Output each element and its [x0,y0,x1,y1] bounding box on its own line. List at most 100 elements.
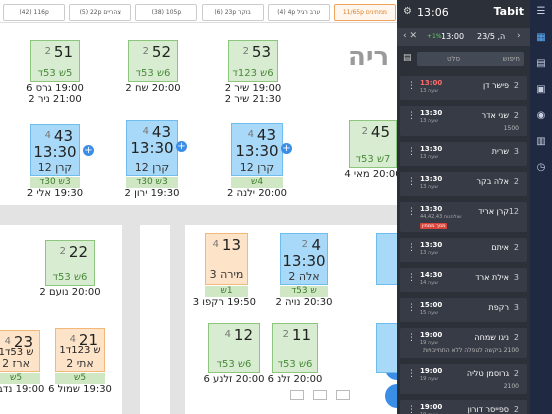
reservation[interactable]: ⋮ 14:30 שעה 14 אילת ארד 3 [400,268,527,292]
guest-name: מירה 3 [209,268,244,281]
area-tab[interactable]: (42) 116p [3,4,66,21]
nav-icon[interactable]: ▤ [536,58,546,69]
menu-icon[interactable]: ⋮ [407,147,416,157]
table[interactable]: 43 4 13:30 קרן 12 [231,123,283,176]
date[interactable]: ה, 23/5 [477,32,506,41]
nav-icon[interactable]: ▥ [536,136,546,147]
party-size: 2 [513,243,519,252]
reservation[interactable]: ⋮ 13:30 שעה 13 איתם 2 [400,238,527,262]
menu-icon[interactable]: ⋮ [407,243,416,253]
guest-name: קרן אריד [478,207,509,216]
table-status: 1ש [205,286,248,297]
table[interactable] [376,233,397,285]
nav-icon[interactable]: ▦ [536,32,546,43]
table-seats: 2 [142,46,149,57]
tool[interactable] [313,390,327,400]
reservation-time: 19:00 [420,367,443,375]
occupancy: +1% [427,33,442,40]
nav-icon[interactable]: ◷ [536,162,546,173]
table[interactable]: 12 4 6ש 53ד [208,323,260,373]
menu-icon[interactable]: ⋮ [407,273,416,283]
area-tab[interactable]: (6) 23p בוקר [201,4,264,21]
table[interactable]: 4 2 13:30 אלה 2 [280,233,328,285]
prev[interactable]: ‹ ✕ [403,31,418,41]
reservation[interactable]: ⋮ 19:00 שעה 19 ניגו שמחה 2 2100 ביקשה לטפלה ל… [400,328,527,358]
table[interactable]: 43 4 13:30 קרן 12 [126,120,178,176]
guest-name: אילת ארד [475,273,509,282]
reservation-time: 13:30 [420,145,443,153]
area-tab[interactable]: (4) 4p ערב רגיל [267,4,330,21]
menu-icon[interactable]: ⋮ [407,405,416,414]
table-time: 13:30 [130,139,174,157]
table[interactable]: 21 4 1ש 123ד אתי 2 [55,328,105,372]
menu-icon[interactable]: ⋮ [407,369,416,379]
reservation[interactable]: ⋮ 13:30 שעה 13 שרית 3 [400,142,527,166]
reservation-sub: שעה 19 [420,412,438,414]
table[interactable] [376,323,397,373]
party-size: 3 [513,273,519,282]
table[interactable]: 45 2 7ש 53ד [349,120,397,168]
reservation[interactable]: ⋮ 13:30 שעה 13 שני אדר 2 1500 [400,106,527,136]
table[interactable]: 22 2 6ש 53ד [45,240,95,286]
menu-icon[interactable]: ⋮ [407,111,416,121]
date-bar [397,28,530,46]
reservation[interactable]: ⋮ 13:00 שעה 13 פישר דן 2 [400,76,527,100]
table-info: 6ש 53ד [135,68,171,79]
table-info: 6ש 53ד [277,359,313,370]
add-button[interactable]: + [176,141,187,152]
filter[interactable]: סלט [447,55,461,63]
menu-icon[interactable]: ⋮ [407,177,416,187]
tool[interactable] [336,390,350,400]
upcoming-reservation: 19:30 ירון 2 [124,188,180,199]
menu-icon[interactable]: ⋮ [407,303,416,313]
guest-name: גרוסמן טליה [466,369,509,378]
search-box[interactable] [417,52,524,66]
table-seats: 4 [44,130,51,141]
table-number: 12 [233,326,253,344]
reservation-sub: שעה 15 [420,310,438,316]
nav-icon[interactable]: ☰ [536,6,546,17]
table[interactable]: 51 2 5ש 53ד [30,40,80,82]
next[interactable]: › [517,31,521,41]
menu-icon[interactable]: ⋮ [407,207,416,217]
reservation[interactable]: ⋮ 13:30 שעה 13 אלה בקר 2 [400,172,527,196]
add-button[interactable]: + [281,143,292,154]
upcoming-reservation: 19:30 שמול 6 [48,384,112,395]
table-time: 13:30 [282,252,326,270]
party-size: 2 [513,369,519,378]
area-tab[interactable]: 11/65p ממתינים [333,4,396,21]
reservation-time: 13:00 [420,79,443,87]
table-status: 3ש 30ד [30,177,80,188]
slot[interactable]: 13:00 [441,32,465,41]
reserve-button[interactable] [385,384,397,408]
nav-icon[interactable]: ▣ [536,84,546,95]
reservation-sub: שעה 13 [420,184,438,190]
area-tab[interactable]: (38) 105p [135,4,198,21]
add-button[interactable]: + [83,145,94,156]
table-time: 1ש 53ד [0,347,34,358]
table-time: 1ש 123ד [59,345,101,356]
guest-name: שרית [491,147,509,156]
table[interactable]: 11 2 6ש 53ד [272,323,318,373]
table[interactable]: 23 4 1ש 53ד ארז 2 [0,330,40,372]
area-tab[interactable]: (5) 22p צהריים [69,4,132,21]
table[interactable]: 13 4 מירה 3 [205,233,248,285]
nav-icon[interactable]: ◉ [536,110,546,121]
chat-icon[interactable]: ▤ [403,53,412,63]
upcoming-reservation: 19:00 שיר 2 [224,83,282,94]
table[interactable]: 53 2 6ש 123ד [228,40,278,82]
table[interactable]: 43 4 13:30 קרן 12 [30,124,80,176]
menu-icon[interactable]: ⋮ [407,333,416,343]
reservation[interactable]: ⋮ 19:00 שעה 19 גרוסמן טליה 2 2100 [400,364,527,394]
reservation[interactable]: ⋮ 13:30 44,42,43 שולחנות קרן אריד 12 מסך ממתי… [400,202,527,232]
settings-icon[interactable]: ⚙ [403,6,412,17]
reservation-sub: שעה 19 [420,376,438,382]
menu-icon[interactable]: ⋮ [407,81,416,91]
reservation-sub: שעה 13 [420,154,438,160]
table[interactable]: 52 2 6ש 53ד [128,40,178,82]
tool[interactable] [290,390,304,400]
reservation[interactable]: ⋮ 15:00 שעה 15 רקפת 3 [400,298,527,322]
reservation-time: 19:00 [420,331,443,339]
